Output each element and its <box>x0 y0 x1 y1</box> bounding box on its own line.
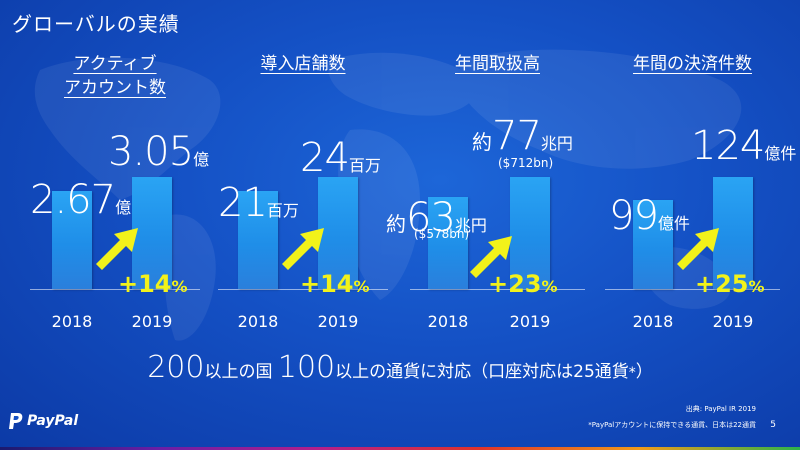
value-number: 77 <box>492 113 542 159</box>
growth-arrow-icon <box>96 228 138 270</box>
page-number: 5 <box>770 420 776 430</box>
value-number: 63 <box>406 195 456 241</box>
footnote: *PayPalアカウントに保持できる通貨、日本は22通貨 <box>588 421 756 429</box>
chart-title: 導入店舗数 <box>208 52 398 76</box>
chart-payment-transactions: 年間の決済件数 99億件 124億件 +25% 2018 2019 <box>595 0 796 345</box>
value-unit: 億 <box>115 198 132 217</box>
growth-unit: % <box>171 277 188 296</box>
paypal-logo: PayPal <box>8 412 78 430</box>
bar-2019 <box>510 177 550 289</box>
chart-title-line: アクティブ <box>73 54 157 74</box>
value-number: 2.67 <box>30 177 116 223</box>
year-label-2019: 2019 <box>131 312 173 331</box>
year-label-2018: 2018 <box>237 312 279 331</box>
growth-arrow-icon <box>677 228 719 270</box>
value-number: 99 <box>609 193 659 239</box>
value-unit: 億件 <box>764 144 797 163</box>
growth-arrow-icon <box>470 236 512 278</box>
value-unit: 兆円 <box>540 134 573 153</box>
paypal-wordmark: PayPal <box>27 413 79 429</box>
growth-label: +25% <box>695 272 765 296</box>
chart-title-line: アカウント数 <box>64 78 166 98</box>
chart-baseline <box>605 289 780 290</box>
chart-active-accounts: アクティブ アカウント数 2.67億 3.05億 +14% 2018 2019 <box>20 0 210 345</box>
growth-unit: % <box>541 277 558 296</box>
value-label-2018: 約63兆円 <box>386 198 487 238</box>
growth-label: +23% <box>488 272 558 296</box>
paypal-icon <box>9 413 23 429</box>
year-label-2018: 2018 <box>632 312 674 331</box>
currencies-close: ） <box>635 362 653 382</box>
value-label-2018: 99億件 <box>609 196 690 236</box>
value-label-2019: 124億件 <box>691 126 796 166</box>
coverage-statement: 200以上の国 100以上の通貨に対応（口座対応は25通貨*） <box>0 350 800 385</box>
bar-2019 <box>318 177 358 289</box>
value-unit: 億 <box>193 150 210 169</box>
countries-count: 200 <box>147 350 205 385</box>
value-label-2019: 3.05億 <box>108 132 209 172</box>
bar-2018 <box>428 197 468 289</box>
value-number: 3.05 <box>108 129 194 175</box>
bar-2018 <box>238 191 278 289</box>
chart-baseline <box>30 289 200 290</box>
year-label-2019: 2019 <box>317 312 359 331</box>
bar-2019 <box>713 177 753 289</box>
footnote-marker: * <box>628 365 636 381</box>
value-prefix: 約 <box>386 212 406 236</box>
growth-arrow-icon <box>282 228 324 270</box>
chart-baseline <box>410 289 585 290</box>
bar-2019 <box>132 177 172 289</box>
value-sub-2018: ($578bn) <box>414 227 470 241</box>
page-title: グローバルの実績 <box>12 12 180 36</box>
value-number: 24 <box>300 135 350 181</box>
currencies-text: 以上の通貨に対応（口座対応は25通貨 <box>335 362 629 382</box>
growth-label: +14% <box>118 272 188 296</box>
growth-value: +25 <box>695 270 749 298</box>
year-label-2018: 2018 <box>51 312 93 331</box>
growth-value: +14 <box>118 270 172 298</box>
value-label-2018: 21百万 <box>218 183 299 223</box>
bar-2018 <box>52 191 92 289</box>
chart-tpv: 年間取扱高 約63兆円 ($578bn) 約77兆円 ($712bn) +23%… <box>386 0 595 345</box>
growth-label: +14% <box>300 272 370 296</box>
value-number: 21 <box>218 180 268 226</box>
chart-title-line: 年間取扱高 <box>455 54 540 74</box>
year-label-2019: 2019 <box>712 312 754 331</box>
value-unit: 百万 <box>348 156 381 175</box>
growth-unit: % <box>353 277 370 296</box>
source-citation: 出典: PayPal IR 2019 <box>685 405 756 413</box>
value-unit: 百万 <box>266 201 299 220</box>
chart-title-line: 導入店舗数 <box>260 54 346 74</box>
value-label-2019: 24百万 <box>300 138 381 178</box>
chart-title: 年間取扱高 <box>400 52 595 76</box>
bar-2018 <box>633 200 673 289</box>
chart-title: 年間の決済件数 <box>595 52 790 76</box>
chart-merchants: 導入店舗数 21百万 24百万 +14% 2018 2019 <box>208 0 398 345</box>
brand-color-strip <box>0 447 800 450</box>
value-unit: 兆円 <box>454 216 487 235</box>
chart-title: アクティブ アカウント数 <box>20 52 210 100</box>
year-label-2018: 2018 <box>427 312 469 331</box>
value-sub-2019: ($712bn) <box>498 156 554 170</box>
value-label-2018: 2.67億 <box>30 180 131 220</box>
growth-unit: % <box>748 277 765 296</box>
year-label-2019: 2019 <box>509 312 551 331</box>
value-prefix: 約 <box>472 130 492 154</box>
chart-title-line: 年間の決済件数 <box>633 54 752 74</box>
growth-value: +14 <box>300 270 354 298</box>
chart-baseline <box>218 289 388 290</box>
countries-text: 以上の国 <box>204 362 273 382</box>
growth-value: +23 <box>488 270 542 298</box>
value-number: 124 <box>691 123 765 169</box>
currencies-count: 100 <box>277 350 336 385</box>
value-label-2019: 約77兆円 <box>472 116 573 156</box>
value-unit: 億件 <box>657 214 690 233</box>
